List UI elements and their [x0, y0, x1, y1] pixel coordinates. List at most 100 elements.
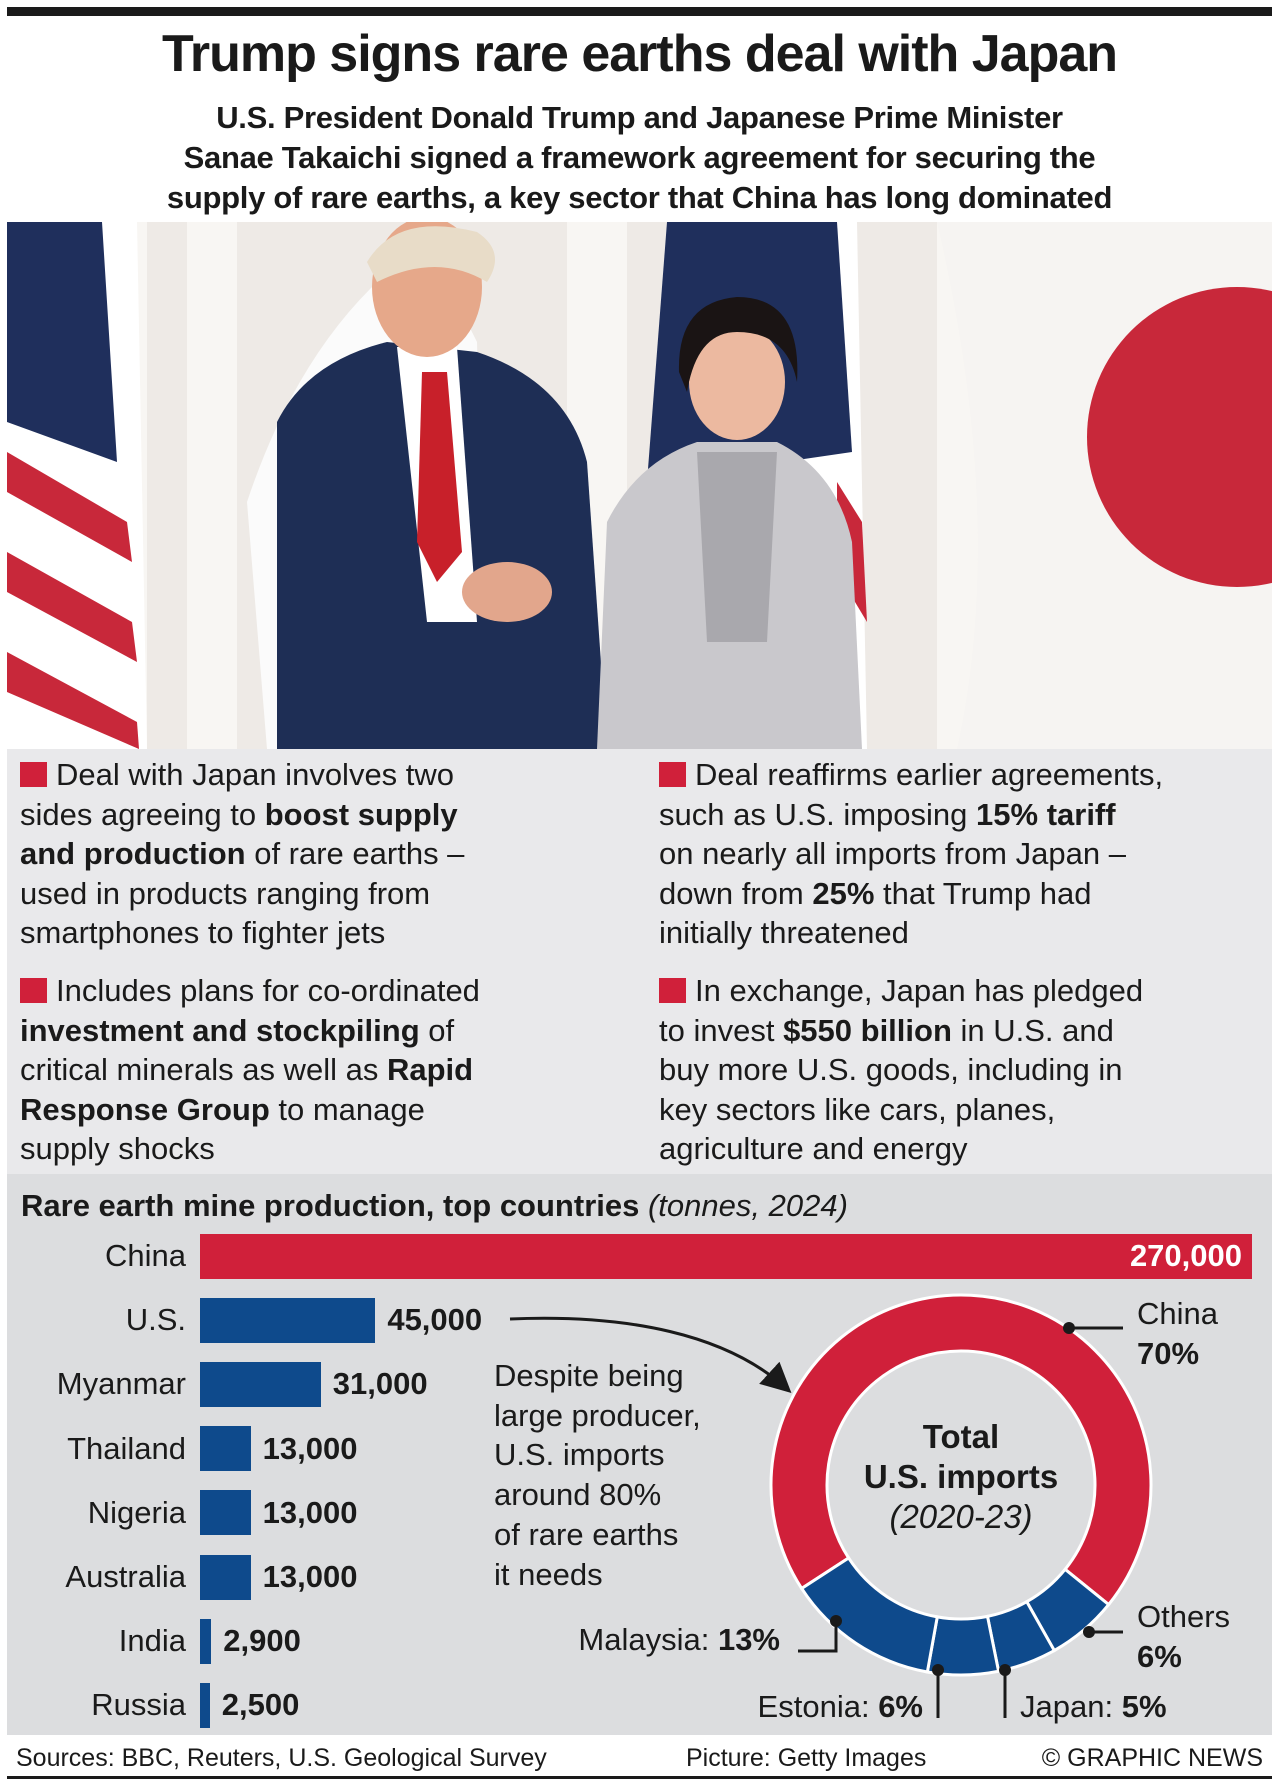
bullet-text: to manage — [269, 1091, 425, 1127]
slice-name: Estonia — [757, 1689, 861, 1724]
bullet-line: initially threatened — [659, 913, 1163, 953]
bullet-0: Deal with Japan involves two sides agreei… — [20, 755, 464, 953]
us-flag-left-icon — [7, 222, 147, 749]
annotation-line: Despite being — [494, 1358, 684, 1393]
bullet-square-icon — [659, 978, 686, 1003]
donut-center-subtitle: U.S. imports — [863, 1458, 1059, 1495]
donut-chart — [509, 1293, 1153, 1718]
slice-value: 5% — [1121, 1689, 1167, 1724]
publisher-credit: © GRAPHIC NEWS — [1041, 1744, 1263, 1772]
bullet-emphasis: 25% — [812, 875, 875, 911]
bar-myanmar — [200, 1361, 321, 1407]
bullet-emphasis: and production — [20, 836, 246, 871]
category-label: U.S. — [125, 1302, 186, 1338]
subheadline-line: U.S. President Donald Trump and Japanese… — [216, 100, 1063, 135]
bullet-emphasis: Rapid — [386, 1052, 474, 1087]
bar-us — [200, 1297, 376, 1343]
bar-nigeria — [200, 1490, 251, 1536]
slice-name: Others — [1137, 1599, 1231, 1634]
category-label: Thailand — [67, 1430, 186, 1466]
bullet-emphasis: boost supply — [264, 796, 458, 832]
value-label: 270,000 — [1129, 1238, 1242, 1273]
bullet-emphasis: investment and stockpiling — [20, 1012, 420, 1048]
value-label: 13,000 — [262, 1494, 358, 1530]
slice-value: 70% — [1137, 1336, 1200, 1371]
category-label: India — [118, 1623, 186, 1659]
chart-title-text: Rare earth mine production, top countrie… — [21, 1188, 640, 1223]
subheadline: U.S. President Donald Trump and Japanese… — [0, 98, 1279, 218]
bar-australia — [200, 1554, 251, 1600]
bullet-square-icon — [659, 762, 686, 787]
chart-panel: Rare earth mine production, top countrie… — [7, 1174, 1272, 1735]
top-rule — [7, 7, 1272, 16]
bullet-text: key sectors like cars, planes, — [659, 1091, 1056, 1127]
bullet-line: Response Group to manage — [20, 1090, 480, 1130]
bullet-square-icon — [20, 762, 47, 787]
bullet-line: Deal reaffirms earlier agreements, — [659, 755, 1163, 795]
bullet-line: to invest $550 billion in U.S. and — [659, 1011, 1143, 1051]
slice-label-estonia: Estonia: 6% — [757, 1689, 923, 1724]
bullet-text: on nearly all imports from Japan – — [659, 836, 1126, 871]
key-points: Deal with Japan involves two sides agreei… — [7, 749, 1272, 1174]
bullet-text: Deal reaffirms earlier agreements, — [695, 757, 1164, 792]
bullet-line: smartphones to fighter jets — [20, 913, 464, 953]
slice-name: Malaysia — [578, 1622, 701, 1657]
bullet-line: Deal with Japan involves two — [20, 755, 464, 795]
bullet-line: investment and stockpiling of — [20, 1011, 480, 1051]
bullet-line: such as U.S. imposing 15% tariff — [659, 795, 1163, 835]
bullet-text: in U.S. and — [951, 1012, 1114, 1048]
category-label: Australia — [65, 1559, 186, 1594]
bullet-text: initially threatened — [659, 915, 909, 950]
category-label: Myanmar — [56, 1366, 186, 1402]
slice-name: Japan — [1020, 1689, 1105, 1724]
subheadline-line: Sanae Takaichi signed a framework agreem… — [183, 140, 1096, 175]
bar-india — [200, 1618, 212, 1664]
annotation-line: U.S. imports — [494, 1437, 665, 1473]
bullet-line: critical minerals as well as Rapid — [20, 1050, 480, 1090]
bullet-line: Includes plans for co-ordinated — [20, 971, 480, 1011]
bullet-text: sides agreeing to — [20, 796, 265, 832]
picture-credit: Picture: Getty Images — [686, 1744, 927, 1772]
person-left — [277, 222, 607, 749]
bullet-text: supply shocks — [20, 1131, 215, 1166]
bullet-text: down from — [659, 875, 813, 911]
arrow-icon — [509, 1316, 792, 1394]
photo-image — [7, 222, 1272, 749]
slice-label-china: China 70% — [1137, 1294, 1218, 1374]
slice-label-japan: Japan: 5% — [1020, 1689, 1167, 1724]
bullet-emphasis: 15% tariff — [976, 796, 1116, 832]
headline: Trump signs rare earths deal with Japan — [161, 25, 1118, 83]
sources: Sources: BBC, Reuters, U.S. Geological S… — [16, 1744, 547, 1772]
value-label: 31,000 — [332, 1366, 428, 1402]
bullet-text: Deal with Japan involves two — [56, 757, 455, 792]
bullet-emphasis: Response Group — [20, 1091, 270, 1127]
donut-center-period: (2020-23) — [889, 1498, 1033, 1535]
bar-thailand — [200, 1426, 251, 1472]
bullet-square-icon — [20, 978, 47, 1003]
donut-center-title: Total — [922, 1418, 1000, 1455]
bullet-text: of — [419, 1012, 455, 1048]
value-label: 2,500 — [221, 1687, 300, 1723]
bullet-line: supply shocks — [20, 1129, 480, 1169]
bullet-line: used in products ranging from — [20, 874, 464, 914]
slice-malaysia — [799, 1555, 940, 1674]
leader-lines — [798, 1326, 1123, 1718]
donut-center-label: Total U.S. imports (2020-23) — [841, 1417, 1081, 1537]
bullet-emphasis: $550 billion — [783, 1012, 952, 1048]
annotation: Despite being large producer, U.S. impor… — [494, 1356, 701, 1594]
category-label: Nigeria — [87, 1494, 186, 1530]
japan-flag-icon — [937, 222, 1272, 749]
footer: Sources: BBC, Reuters, U.S. Geological S… — [7, 1735, 1272, 1779]
category-label: China — [105, 1238, 186, 1273]
slice-china — [769, 1293, 1153, 1607]
slice-value: 13% — [717, 1622, 780, 1657]
bullet-1: Includes plans for co-ordinated investmen… — [20, 971, 480, 1169]
bullet-line: sides agreeing to boost supply — [20, 795, 464, 835]
handshake — [462, 562, 552, 622]
value-label: 13,000 — [262, 1559, 358, 1594]
bullet-line: down from 25% that Trump had — [659, 874, 1163, 914]
annotation-line: large producer, — [494, 1397, 701, 1433]
chart-unit-note: (tonnes, 2024) — [647, 1188, 848, 1223]
bullet-line: key sectors like cars, planes, — [659, 1090, 1143, 1130]
annotation-line: around 80% — [494, 1477, 662, 1513]
